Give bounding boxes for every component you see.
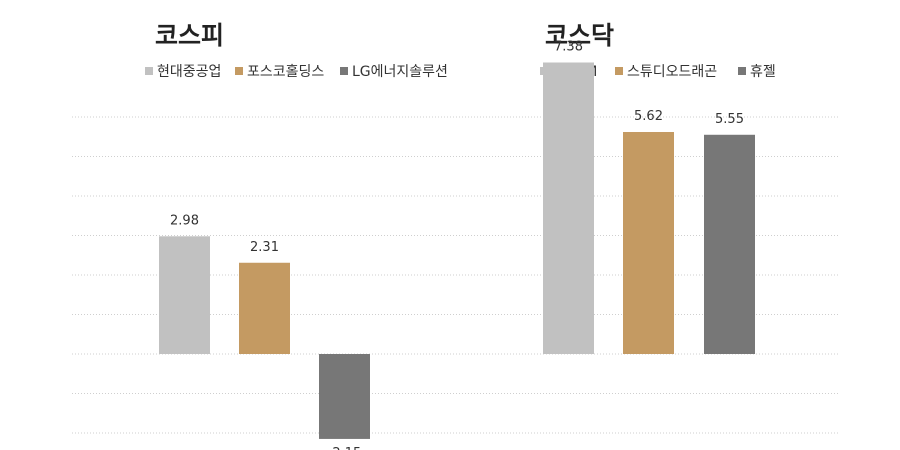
panel-2: 코스닥CJENM스튜디오드래곤휴젤7.385.625.55	[540, 21, 776, 355]
legend-swatch	[235, 67, 243, 75]
bar	[159, 236, 210, 354]
legend-swatch	[145, 67, 153, 75]
bar	[543, 62, 594, 355]
panel-title: 코스닥	[545, 21, 614, 50]
data-label: 7.38	[554, 39, 583, 54]
bar	[704, 134, 755, 354]
bar	[319, 354, 370, 439]
data-label: 2.31	[250, 240, 279, 255]
bar	[623, 132, 674, 354]
legend-label: 현대중공업	[157, 64, 221, 80]
data-label: 5.55	[715, 112, 744, 127]
legend-label: 포스코홀딩스	[247, 64, 324, 80]
legend-label: 스튜디오드래곤	[627, 64, 717, 80]
bar	[239, 262, 290, 354]
legend-label: 휴젤	[750, 64, 776, 80]
data-label: 5.62	[634, 109, 663, 124]
chart-panels: 코스피현대중공업포스코홀딩스LG에너지솔루션2.982.31-2.15코스닥CJ…	[145, 21, 776, 450]
legend-label: LG에너지솔루션	[352, 64, 448, 80]
data-label: 2.98	[170, 213, 199, 228]
data-label: -2.15	[328, 446, 362, 450]
legend-swatch	[340, 67, 348, 75]
legend-swatch	[615, 67, 623, 75]
legend-swatch	[738, 67, 746, 75]
legend: 현대중공업 포스코홀딩스 LG에너지솔루션	[145, 64, 448, 80]
panel-title: 코스피	[155, 21, 224, 50]
